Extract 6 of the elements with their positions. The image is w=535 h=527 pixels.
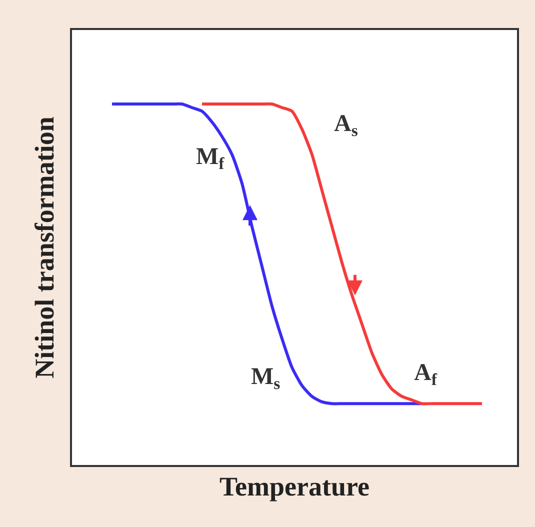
y-axis-title: Nitinol transformation (30, 116, 60, 378)
annotation: A$_{f}$ (414, 360, 438, 390)
annotation: A$_{s}$ (334, 111, 358, 140)
annotation: M$_{s}$ (251, 364, 281, 394)
x-axis-title: Temperature (220, 471, 370, 502)
annotation: M$_{f}$ (196, 144, 225, 174)
